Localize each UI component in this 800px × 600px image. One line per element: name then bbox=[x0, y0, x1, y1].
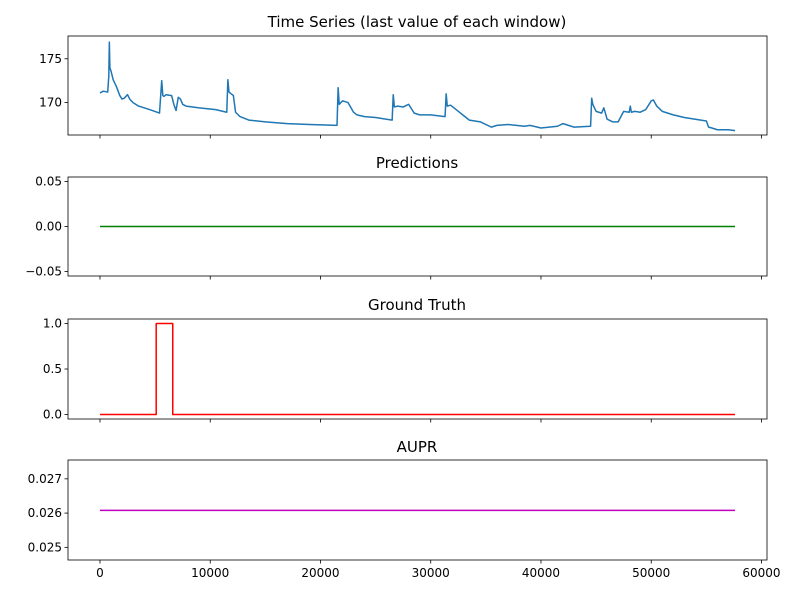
y-tick-label: 175 bbox=[39, 52, 62, 66]
x-tick-label: 60000 bbox=[742, 566, 780, 580]
y-tick-label: 1.0 bbox=[43, 317, 62, 331]
x-tick-label: 20000 bbox=[301, 566, 339, 580]
y-axis-ticks: 0.0 0.5 1.0 bbox=[43, 317, 68, 421]
series-marks bbox=[99, 41, 736, 132]
axes-frame bbox=[67, 176, 768, 277]
panel-aupr: AUPR 0.025 0.026 0.027 0 10000 20000 30000 400… bbox=[28, 438, 781, 580]
x-tick-label: 0 bbox=[96, 566, 104, 580]
panel-title: Predictions bbox=[376, 154, 459, 172]
y-tick-label: 0.05 bbox=[35, 175, 62, 189]
x-axis-ticks bbox=[99, 135, 762, 139]
y-axis-ticks: 0.025 0.026 0.027 bbox=[28, 472, 68, 554]
series-line bbox=[99, 41, 736, 132]
y-axis-ticks: 170 175 bbox=[39, 52, 68, 110]
panel-time-series: Time Series (last value of each window) … bbox=[39, 13, 768, 139]
panel-title: AUPR bbox=[397, 438, 438, 456]
y-tick-label: 0.025 bbox=[28, 540, 62, 554]
y-axis-ticks: −0.05 0.00 0.05 bbox=[25, 175, 68, 279]
x-tick-label: 40000 bbox=[522, 566, 560, 580]
y-tick-label: 170 bbox=[39, 96, 62, 110]
x-axis-ticks: 0 10000 20000 30000 40000 50000 60000 bbox=[96, 560, 781, 580]
y-tick-label: 0.0 bbox=[43, 407, 62, 421]
y-tick-label: 0.5 bbox=[43, 362, 62, 376]
x-axis-ticks bbox=[99, 419, 762, 423]
x-tick-label: 30000 bbox=[412, 566, 450, 580]
panel-predictions: Predictions −0.05 0.00 0.05 bbox=[25, 154, 768, 280]
y-tick-label: 0.00 bbox=[35, 220, 62, 234]
y-tick-label: 0.026 bbox=[28, 506, 62, 520]
panel-title: Ground Truth bbox=[368, 296, 466, 314]
axes-frame bbox=[67, 459, 768, 561]
panel-title: Time Series (last value of each window) bbox=[267, 13, 567, 31]
axes-frame bbox=[67, 35, 768, 136]
y-tick-label: −0.05 bbox=[25, 265, 62, 279]
y-tick-label: 0.027 bbox=[28, 472, 62, 486]
series-line bbox=[99, 322, 736, 416]
x-axis-ticks bbox=[99, 276, 762, 280]
series-marks bbox=[99, 322, 736, 416]
x-tick-label: 10000 bbox=[191, 566, 229, 580]
x-tick-label: 50000 bbox=[632, 566, 670, 580]
panel-ground-truth: Ground Truth 0.0 0.5 1.0 bbox=[43, 296, 768, 423]
axes-frame bbox=[67, 318, 768, 420]
